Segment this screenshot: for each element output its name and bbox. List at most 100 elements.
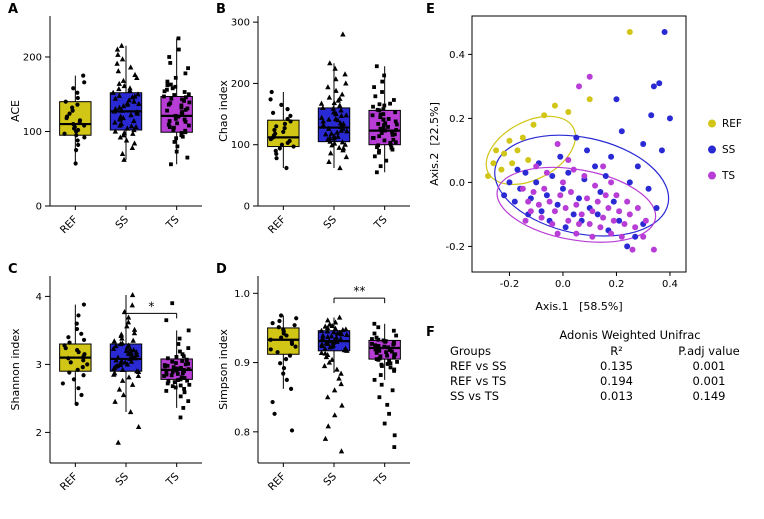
scatter-point-TS xyxy=(602,192,609,199)
data-point-triangle xyxy=(338,107,344,113)
data-point-square xyxy=(172,140,177,144)
scatter-point-TS xyxy=(632,224,639,231)
data-point-square xyxy=(378,164,383,169)
data-point-circle xyxy=(63,99,68,104)
data-point-circle xyxy=(288,386,294,391)
data-point-circle xyxy=(279,102,284,107)
data-point-square xyxy=(372,321,377,326)
scatter-point-REF xyxy=(586,96,593,103)
y-axis-title: Simpson index xyxy=(217,329,230,410)
data-point-square xyxy=(186,328,191,333)
panel-label-f: F xyxy=(426,325,435,340)
data-point-circle xyxy=(76,127,81,133)
data-point-square xyxy=(174,136,179,141)
data-point-circle xyxy=(288,119,293,124)
legend-label: REF xyxy=(722,118,742,130)
data-point-circle xyxy=(284,165,289,171)
data-point-triangle xyxy=(116,80,122,86)
data-point-square xyxy=(383,121,388,126)
data-point-square xyxy=(376,357,381,362)
y-tick-label: 0.8 xyxy=(234,427,250,438)
data-point-square xyxy=(180,359,185,363)
scatter-point-SS xyxy=(624,243,631,250)
data-point-triangle xyxy=(335,117,341,123)
data-point-square xyxy=(393,352,398,357)
data-point-square xyxy=(380,90,384,94)
data-point-square xyxy=(381,126,386,131)
data-point-square xyxy=(175,372,180,376)
data-point-triangle xyxy=(318,349,325,355)
data-point-circle xyxy=(283,357,289,362)
data-point-triangle xyxy=(116,86,122,92)
data-point-triangle xyxy=(128,123,135,129)
data-point-circle xyxy=(75,102,80,107)
scatter-point-SS xyxy=(608,153,615,160)
data-point-triangle xyxy=(340,145,347,151)
data-point-triangle xyxy=(339,91,345,97)
data-point-triangle xyxy=(116,104,123,110)
data-point-square xyxy=(378,115,383,120)
scatter-point-SS xyxy=(632,233,639,240)
data-point-circle xyxy=(272,411,277,416)
table-title: Adonis Weighted Unifrac xyxy=(559,328,701,342)
data-point-square xyxy=(186,367,191,372)
data-point-triangle xyxy=(332,319,339,325)
data-point-square xyxy=(385,362,390,366)
scatter-point-TS xyxy=(581,173,588,179)
x-category-label: REF xyxy=(58,214,81,237)
data-point-triangle xyxy=(340,327,346,333)
data-point-triangle xyxy=(134,74,140,80)
y-tick-label: 0.0 xyxy=(449,178,465,189)
boxplot-svg-A: 0 100 200 ACE REF SS TS xyxy=(9,16,202,237)
table-cell: 0.194 xyxy=(600,374,633,388)
data-point-square xyxy=(182,376,187,380)
scatter-point-TS xyxy=(527,208,534,215)
data-point-triangle xyxy=(320,336,326,342)
data-point-circle xyxy=(71,86,76,91)
column-header: P.adj value xyxy=(678,344,740,358)
data-point-square xyxy=(165,87,169,92)
data-point-square xyxy=(394,122,399,127)
data-point-triangle xyxy=(124,323,130,329)
scatter-point-TS xyxy=(578,211,585,218)
data-point-triangle xyxy=(134,368,140,374)
scatter-point-TS xyxy=(586,73,593,80)
data-point-square xyxy=(390,388,395,393)
scatter-point-SS xyxy=(570,211,577,218)
data-point-square xyxy=(180,352,185,357)
data-point-triangle xyxy=(117,115,123,121)
data-point-triangle xyxy=(329,142,335,148)
data-point-triangle xyxy=(325,423,331,429)
data-point-square xyxy=(176,342,181,346)
data-point-square xyxy=(182,99,187,103)
data-point-triangle xyxy=(119,150,126,156)
data-point-square xyxy=(183,128,188,133)
data-point-triangle xyxy=(326,116,332,122)
data-point-triangle xyxy=(334,338,340,344)
data-point-triangle xyxy=(121,129,127,136)
scatter-point-SS xyxy=(597,189,604,195)
data-point-circle xyxy=(287,353,293,358)
y-tick-label: 300 xyxy=(231,18,250,29)
boxplot-svg-C: 2 3 4 Shannon index REF SS TS * xyxy=(9,276,202,493)
data-point-square xyxy=(176,114,181,119)
data-point-triangle xyxy=(325,333,331,340)
data-point-square xyxy=(373,94,378,99)
data-point-square xyxy=(370,113,375,118)
data-point-triangle xyxy=(112,119,118,125)
y-tick-label: 100 xyxy=(23,127,42,138)
adonis-table: Groups R² P.adj value REF vs SS 0.135 0.001 RE… xyxy=(424,344,760,404)
data-point-triangle xyxy=(322,345,328,351)
scatter-point-TS xyxy=(576,221,582,227)
data-point-triangle xyxy=(331,100,337,106)
data-point-triangle xyxy=(114,60,120,66)
data-point-triangle xyxy=(116,386,123,392)
data-point-square xyxy=(389,145,394,150)
data-point-circle xyxy=(281,366,287,371)
panel-label-c: C xyxy=(8,262,18,277)
data-point-square xyxy=(392,355,397,359)
scatter-point-REF xyxy=(541,112,548,119)
table-cell: 0.013 xyxy=(600,389,633,403)
scatter-point-TS xyxy=(584,195,591,202)
